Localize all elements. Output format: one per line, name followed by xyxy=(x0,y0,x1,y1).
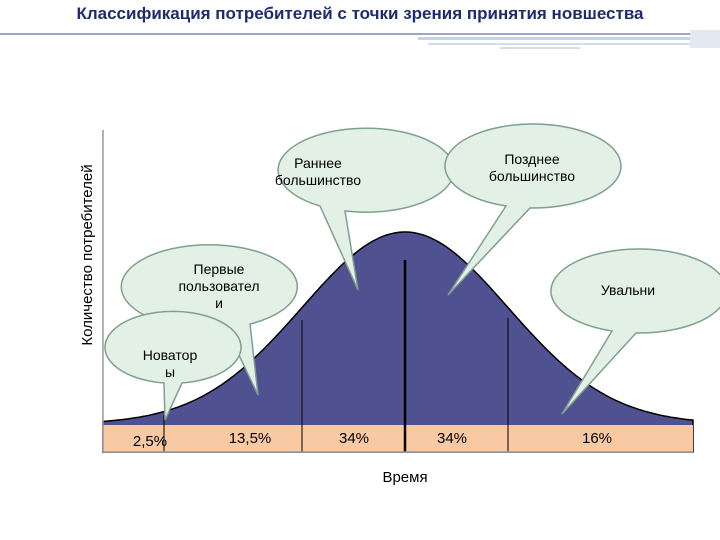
percent-label-laggards: 16% xyxy=(582,430,612,447)
bubble-late-majority: Позднее большинство xyxy=(444,123,622,296)
bubble-label: Позднее большинство xyxy=(489,151,575,184)
bubble-label-line: Раннее xyxy=(294,155,342,171)
percent-band xyxy=(103,425,693,452)
decor-bar xyxy=(418,37,720,40)
bubble-label-line: Увальни xyxy=(601,282,655,298)
decor-block xyxy=(690,30,720,48)
bubble-label: Новатор ы xyxy=(143,347,198,380)
percent-label-innovators: 2,5% xyxy=(133,433,167,450)
bubble-label: Раннее большинство xyxy=(275,155,361,188)
bubble-label-line: и xyxy=(215,295,223,311)
percent-label-early-adopters: 13,5% xyxy=(229,430,272,447)
bubble-label-line: большинство xyxy=(275,172,361,188)
page-title: Классификация потребителей с точки зрени… xyxy=(76,4,644,23)
x-axis-label: Время xyxy=(382,469,427,486)
bubble-label: Увальни xyxy=(601,282,655,298)
bubble-innovators: Новатор ы xyxy=(104,310,242,421)
bubble-label-line: пользовател xyxy=(178,278,259,294)
decor-bar xyxy=(500,47,580,49)
bubble-label: Первые пользовател и xyxy=(178,261,259,311)
title-rule xyxy=(0,33,720,35)
bubble-laggards: Увальни xyxy=(550,248,720,415)
bubble-label-line: большинство xyxy=(489,168,575,184)
y-axis-label: Количество потребителей xyxy=(79,164,96,345)
adoption-curve xyxy=(102,231,694,453)
bubble-shape xyxy=(104,310,242,421)
bubble-label-line: ы xyxy=(165,364,175,380)
bubble-early-majority: Раннее большинство xyxy=(275,127,455,291)
bubble-label-line: Новатор xyxy=(143,347,198,363)
percent-label-late-majority: 34% xyxy=(437,430,467,447)
bubble-shape xyxy=(550,248,720,415)
decor-bar xyxy=(428,43,720,45)
bubble-shape xyxy=(444,123,622,296)
percent-label-early-majority: 34% xyxy=(339,430,369,447)
title-bar: Классификация потребителей с точки зрени… xyxy=(0,0,720,49)
bubble-label-line: Позднее xyxy=(504,151,559,167)
bubble-label-line: Первые xyxy=(194,261,245,277)
bubble-shape xyxy=(277,127,455,291)
